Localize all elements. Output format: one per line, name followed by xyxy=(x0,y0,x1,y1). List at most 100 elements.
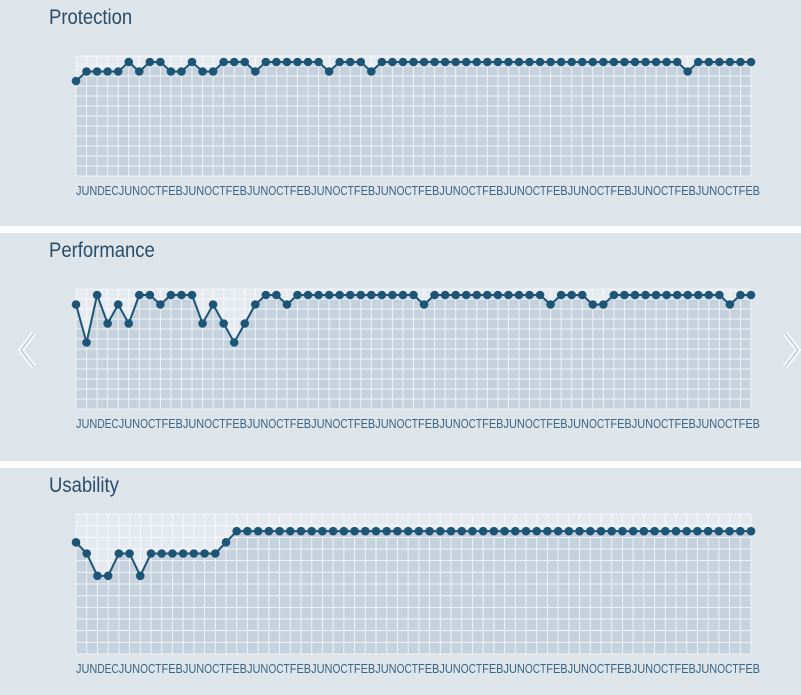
x-tick-label: JUN xyxy=(439,417,460,431)
data-point xyxy=(461,290,471,300)
upper-band xyxy=(76,289,751,343)
usability-panel: Usability JUN DEC JUN OCT FEB JUN OCT FEB JUN OCT… xyxy=(0,468,801,695)
x-tick-label: FEB xyxy=(739,417,760,431)
data-point xyxy=(553,526,563,536)
data-point xyxy=(585,526,595,536)
data-point xyxy=(472,57,482,67)
x-tick-label: OCT xyxy=(589,662,611,676)
data-point xyxy=(609,57,619,67)
data-point xyxy=(134,67,144,76)
data-point xyxy=(296,526,306,536)
data-point xyxy=(103,571,113,581)
data-point xyxy=(388,57,397,67)
data-point xyxy=(253,526,263,536)
x-tick-label: FEB xyxy=(610,184,631,198)
data-point xyxy=(457,526,467,536)
x-tick-label: JUN xyxy=(247,417,268,431)
x-tick-label: OCT xyxy=(140,417,162,431)
data-point xyxy=(166,290,176,300)
x-tick-label: OCT xyxy=(717,417,739,431)
data-point xyxy=(261,290,271,300)
x-tick-label: JUN xyxy=(632,184,653,198)
x-tick-label: FEB xyxy=(162,662,183,676)
data-point xyxy=(135,571,145,581)
data-point xyxy=(388,290,397,300)
data-point xyxy=(250,300,260,309)
data-point xyxy=(240,57,250,67)
data-point xyxy=(92,290,102,300)
x-tick-label: JUN xyxy=(247,184,268,198)
data-point xyxy=(628,526,638,536)
data-point xyxy=(282,57,292,67)
data-point xyxy=(419,300,429,309)
x-tick-label: FEB xyxy=(226,184,247,198)
data-point xyxy=(577,57,587,67)
data-point xyxy=(435,526,445,536)
x-tick-label: FEB xyxy=(354,662,375,676)
data-point xyxy=(588,57,598,67)
performance-panel: Performance JUN DEC JUN OCT FEB JUN OCT FEB JUN O… xyxy=(0,233,801,461)
plot-area xyxy=(75,513,752,655)
data-point xyxy=(510,526,520,536)
x-tick-label: OCT xyxy=(333,184,355,198)
x-tick-label: OCT xyxy=(653,662,675,676)
protection-title: Protection xyxy=(49,6,133,29)
data-point xyxy=(71,300,81,309)
data-point xyxy=(113,300,123,309)
x-tick-label: FEB xyxy=(290,662,311,676)
data-point xyxy=(525,57,534,67)
data-point xyxy=(609,290,619,300)
data-point xyxy=(525,290,534,300)
x-tick-label: JUN xyxy=(183,417,204,431)
x-tick-label: JUN xyxy=(311,417,332,431)
data-point xyxy=(198,319,207,328)
data-point xyxy=(187,57,197,67)
x-tick-label: JUN xyxy=(696,184,717,198)
x-tick-label: JUN xyxy=(375,662,396,676)
data-point xyxy=(714,526,724,536)
data-point xyxy=(472,290,482,300)
data-point xyxy=(393,526,402,536)
usability-title: Usability xyxy=(49,474,119,497)
data-point xyxy=(546,300,555,309)
x-tick-label: OCT xyxy=(525,184,547,198)
data-point xyxy=(425,526,434,536)
data-point xyxy=(198,67,207,76)
data-point xyxy=(113,67,123,76)
data-point xyxy=(682,526,692,536)
next-button[interactable] xyxy=(781,330,801,370)
x-tick-label: OCT xyxy=(333,662,355,676)
x-tick-label: OCT xyxy=(204,662,226,676)
data-point xyxy=(219,57,228,67)
data-point xyxy=(672,57,682,67)
x-tick-label: OCT xyxy=(204,184,226,198)
data-point xyxy=(264,526,274,536)
x-tick-label: JUN xyxy=(311,662,332,676)
data-point xyxy=(620,290,629,300)
x-tick-label: JUN xyxy=(439,184,460,198)
data-point xyxy=(293,57,302,67)
x-tick-label: FEB xyxy=(546,184,567,198)
data-point xyxy=(693,290,703,300)
data-point xyxy=(282,300,292,309)
data-point xyxy=(556,57,566,67)
x-tick-label: JUN xyxy=(375,184,396,198)
data-point xyxy=(546,57,555,67)
data-point xyxy=(725,526,734,536)
data-point xyxy=(662,57,671,67)
x-tick-label: FEB xyxy=(610,417,631,431)
data-point xyxy=(446,526,456,536)
data-point xyxy=(683,67,693,76)
data-point xyxy=(345,57,355,67)
prev-button[interactable] xyxy=(16,330,38,370)
data-point xyxy=(451,57,460,67)
data-point xyxy=(671,526,681,536)
data-point xyxy=(703,526,713,536)
chevron-left-icon xyxy=(17,331,36,369)
x-tick-label: JUN xyxy=(119,417,140,431)
data-point xyxy=(683,290,693,300)
x-tick-label: JUN xyxy=(76,184,97,198)
x-tick-label: JUN xyxy=(568,662,589,676)
data-point xyxy=(303,290,313,300)
data-point xyxy=(461,57,471,67)
